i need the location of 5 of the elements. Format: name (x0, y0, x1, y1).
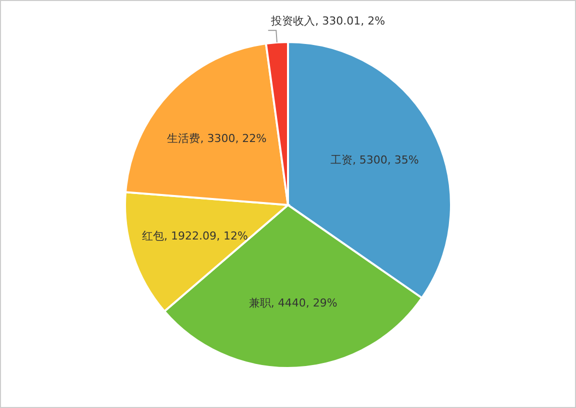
slice-label: 红包, 1922.09, 12% (142, 229, 248, 242)
slice-label: 兼职, 4440, 29% (248, 296, 338, 310)
slice-label: 生活费, 3300, 22% (167, 132, 267, 145)
slice-label: 投资收入, 330.01, 2% (270, 14, 386, 28)
slice-label: 工资, 5300, 35% (330, 154, 419, 167)
